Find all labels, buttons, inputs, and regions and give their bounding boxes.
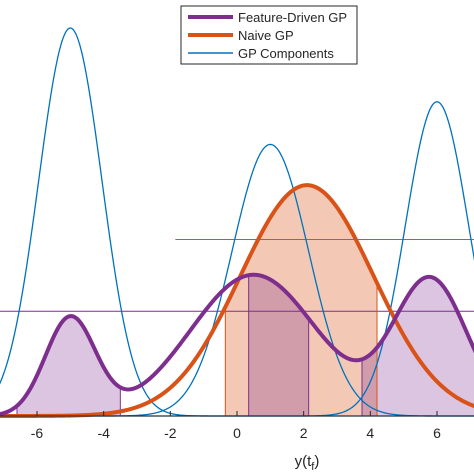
legend: Feature-Driven GP Naive GP GP Components <box>180 5 358 65</box>
x-axis-label-main: y(t <box>295 453 312 470</box>
x-tick-labels: -6 -4 -2 0 2 4 6 <box>31 425 441 441</box>
naive-hdr-fill-0 <box>225 185 377 416</box>
x-tick-label-0: -6 <box>31 425 44 441</box>
axes <box>0 411 474 417</box>
x-tick-label-3: 0 <box>233 425 241 441</box>
feature-hdr-fill-1 <box>248 274 309 416</box>
x-axis-label-sub: f <box>311 461 315 473</box>
x-tick-label-4: 2 <box>300 425 308 441</box>
x-tick-label-2: -2 <box>164 425 177 441</box>
hdr-fills <box>17 185 474 416</box>
x-tick-label-5: 4 <box>366 425 374 441</box>
x-axis-label: y(tf) <box>295 453 320 473</box>
x-axis-label-close: ) <box>314 453 319 470</box>
naive-gp-curve <box>0 183 474 418</box>
x-tick-label-1: -4 <box>97 425 110 441</box>
hdr-boundary-lines <box>16 275 378 416</box>
feature-hdr-fill-0 <box>17 316 121 416</box>
feature-driven-gp-curve <box>0 272 474 417</box>
legend-label-feature-driven: Feature-Driven GP <box>238 10 347 25</box>
x-tick-label-6: 6 <box>433 425 441 441</box>
legend-label-naive: Naive GP <box>238 28 294 43</box>
legend-label-components: GP Components <box>238 46 334 61</box>
